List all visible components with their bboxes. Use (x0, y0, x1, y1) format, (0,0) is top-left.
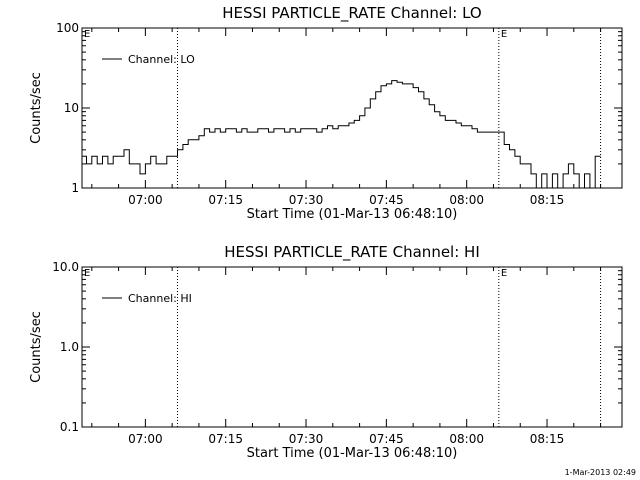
panel-lo: HESSI PARTICLE_RATE Channel: LO 07:00 07:… (29, 4, 623, 222)
y-tick-label: 0.1 (60, 420, 79, 434)
x-tick-label: 07:30 (289, 193, 324, 207)
series-line (82, 80, 601, 189)
legend-label: Channel: LO (128, 53, 195, 66)
x-tick-label: 08:15 (530, 193, 565, 207)
x-tick-label: 08:00 (449, 432, 484, 446)
x-tick-label: 07:00 (128, 193, 163, 207)
x-axis-label: Start Time (01-Mar-13 06:48:10) (247, 446, 458, 461)
event-flag: E (84, 29, 90, 40)
y-tick-label: 1.0 (60, 340, 79, 354)
x-axis-label: Start Time (01-Mar-13 06:48:10) (247, 207, 458, 222)
chart-title: HESSI PARTICLE_RATE Channel: HI (224, 243, 480, 262)
chart-title: HESSI PARTICLE_RATE Channel: LO (222, 4, 481, 23)
x-tick-label: 07:45 (369, 432, 404, 446)
footer-timestamp: 1-Mar-2013 02:49 (565, 468, 636, 477)
y-tick-label: 100 (56, 21, 79, 35)
x-tick-label: 08:00 (449, 193, 484, 207)
x-tick-label: 07:15 (208, 432, 243, 446)
event-flag: E (501, 268, 507, 279)
panel-hi: HESSI PARTICLE_RATE Channel: HI 07:00 07:… (29, 243, 623, 461)
y-axis-label: Counts/sec (29, 311, 44, 383)
x-tick-label: 07:15 (208, 193, 243, 207)
event-flag: E (501, 29, 507, 40)
x-tick-label: 07:30 (289, 432, 324, 446)
event-flag: E (84, 268, 90, 279)
x-tick-label: 07:00 (128, 432, 163, 446)
y-tick-label: 1 (71, 181, 79, 195)
x-tick-label: 08:15 (530, 432, 565, 446)
y-tick-label: 10.0 (52, 260, 79, 274)
y-tick-label: 10 (64, 101, 79, 115)
y-axis-label: Counts/sec (29, 72, 44, 144)
plot-frame (81, 266, 623, 428)
legend-label: Channel: HI (128, 292, 192, 305)
x-tick-label: 07:45 (369, 193, 404, 207)
